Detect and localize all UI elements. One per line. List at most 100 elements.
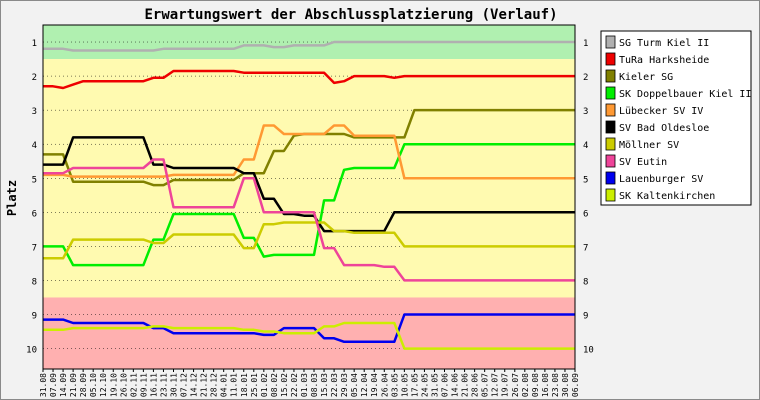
x-tick-label: 12.07 bbox=[491, 373, 500, 397]
x-tick-label: 17.05 bbox=[410, 373, 419, 397]
x-tick-label: 02.11 bbox=[129, 373, 138, 397]
x-tick-label: 22.02 bbox=[290, 373, 299, 397]
x-tick-label: 11.01 bbox=[230, 373, 239, 397]
x-tick-label: 25.01 bbox=[250, 373, 259, 397]
legend-swatch bbox=[605, 52, 616, 66]
legend-label: Lauenburger SV bbox=[619, 174, 703, 185]
x-tick-label: 28.09 bbox=[79, 373, 88, 397]
legend-swatch bbox=[605, 154, 616, 168]
x-tick-label: 23.08 bbox=[551, 373, 560, 397]
y-tick-label: 2 bbox=[32, 73, 37, 83]
x-tick-label: 14.09 bbox=[59, 373, 68, 397]
series-line-1 bbox=[43, 69, 575, 90]
y-tick-label-right: 5 bbox=[583, 175, 588, 185]
x-tick-label: 14.12 bbox=[190, 373, 199, 397]
x-tick-label: 01.03 bbox=[300, 373, 309, 397]
x-tick-label: 08.03 bbox=[310, 373, 319, 397]
x-tick-label: 10.05 bbox=[400, 373, 409, 397]
legend-label: SG Turm Kiel II bbox=[619, 38, 709, 49]
legend-swatch bbox=[605, 86, 616, 100]
x-tick-label: 28.12 bbox=[210, 373, 219, 397]
legend-swatch bbox=[605, 69, 616, 83]
x-tick-label: 09.08 bbox=[531, 373, 540, 397]
legend-label: SK Kaltenkirchen bbox=[619, 191, 715, 202]
x-tick-label: 18.01 bbox=[240, 373, 249, 397]
x-tick-label: 31.05 bbox=[430, 373, 439, 397]
x-tick-label: 30.08 bbox=[561, 373, 570, 397]
x-tick-label: 09.11 bbox=[139, 373, 148, 397]
y-tick-label-right: 4 bbox=[583, 141, 588, 151]
legend-label: SV Bad Oldesloe bbox=[619, 123, 709, 134]
x-tick-label: 21.06 bbox=[461, 373, 470, 397]
x-tick-label: 30.11 bbox=[169, 373, 178, 397]
y-tick-label-right: 8 bbox=[583, 277, 588, 287]
legend-label: Lübecker SV IV bbox=[619, 106, 703, 117]
x-tick-label: 19.10 bbox=[109, 373, 118, 397]
y-tick-label-right: 3 bbox=[583, 107, 588, 117]
x-tick-label: 15.02 bbox=[280, 373, 289, 397]
x-tick-label: 16.08 bbox=[541, 373, 550, 397]
y-tick-label: 5 bbox=[32, 175, 37, 185]
y-tick-label: 1 bbox=[32, 39, 37, 49]
series-line-7 bbox=[43, 158, 575, 282]
y-tick-label-right: 9 bbox=[583, 312, 588, 322]
x-tick-label: 19.07 bbox=[501, 373, 510, 397]
x-tick-label: 16.11 bbox=[149, 373, 158, 397]
legend-swatch bbox=[605, 137, 616, 151]
x-tick-label: 07.12 bbox=[180, 373, 189, 397]
x-tick-label: 26.10 bbox=[119, 373, 128, 397]
x-tick-label: 12.04 bbox=[360, 373, 369, 397]
x-tick-label: 29.03 bbox=[340, 373, 349, 397]
x-tick-label: 04.01 bbox=[220, 373, 229, 397]
plot-border bbox=[42, 24, 576, 370]
y-tick-label-right: 2 bbox=[583, 73, 588, 83]
y-tick-label-right: 7 bbox=[583, 243, 588, 253]
x-tick-label: 15.03 bbox=[320, 373, 329, 397]
legend-label: TuRa Harksheide bbox=[619, 55, 709, 66]
x-tick-label: 07.06 bbox=[441, 373, 450, 397]
legend-swatch bbox=[605, 35, 616, 49]
y-tick-label: 3 bbox=[32, 107, 37, 117]
x-tick-label: 05.10 bbox=[89, 373, 98, 397]
x-tick-label: 02.08 bbox=[521, 373, 530, 397]
series-line-8 bbox=[43, 313, 575, 344]
series-line-6 bbox=[43, 221, 575, 260]
legend-swatch bbox=[605, 171, 616, 185]
x-tick-label: 08.02 bbox=[270, 373, 279, 397]
y-tick-label-right: 1 bbox=[583, 39, 588, 49]
chart-title: Erwartungswert der Abschlussplatzierung … bbox=[144, 7, 557, 23]
legend-label: Möllner SV bbox=[619, 140, 679, 151]
series-line-9 bbox=[43, 321, 575, 350]
x-tick-label: 24.05 bbox=[420, 373, 429, 397]
x-tick-label: 12.10 bbox=[99, 373, 108, 397]
x-tick-label: 14.06 bbox=[451, 373, 460, 397]
y-tick-label: 10 bbox=[26, 346, 37, 356]
x-tick-label: 22.03 bbox=[330, 373, 339, 397]
y-tick-label: 7 bbox=[32, 243, 37, 253]
x-tick-label: 06.09 bbox=[571, 373, 580, 397]
x-tick-label: 07.09 bbox=[49, 373, 58, 397]
y-tick-label: 4 bbox=[32, 141, 37, 151]
series-line-0 bbox=[43, 40, 575, 52]
x-tick-label: 05.07 bbox=[481, 373, 490, 397]
series-line-3 bbox=[43, 142, 575, 267]
y-tick-label-right: 10 bbox=[583, 346, 594, 356]
legend-label: SK Doppelbauer Kiel II bbox=[619, 89, 751, 100]
x-tick-label: 01.02 bbox=[260, 373, 269, 397]
legend-label: Kieler SG bbox=[619, 72, 673, 83]
y-tick-label-right: 6 bbox=[583, 209, 588, 219]
x-tick-label: 05.04 bbox=[350, 373, 359, 397]
legend-label: SV Eutin bbox=[619, 157, 667, 168]
x-tick-label: 21.09 bbox=[69, 373, 78, 397]
legend-swatch bbox=[605, 103, 616, 117]
x-tick-label: 31.08 bbox=[39, 373, 48, 397]
x-tick-label: 26.04 bbox=[380, 373, 389, 397]
x-tick-label: 28.06 bbox=[471, 373, 480, 397]
x-tick-label: 03.05 bbox=[390, 373, 399, 397]
y-tick-label: 9 bbox=[32, 312, 37, 322]
y-tick-label: 8 bbox=[32, 277, 37, 287]
y-axis-label: Platz bbox=[5, 180, 19, 216]
legend-swatch bbox=[605, 188, 616, 202]
